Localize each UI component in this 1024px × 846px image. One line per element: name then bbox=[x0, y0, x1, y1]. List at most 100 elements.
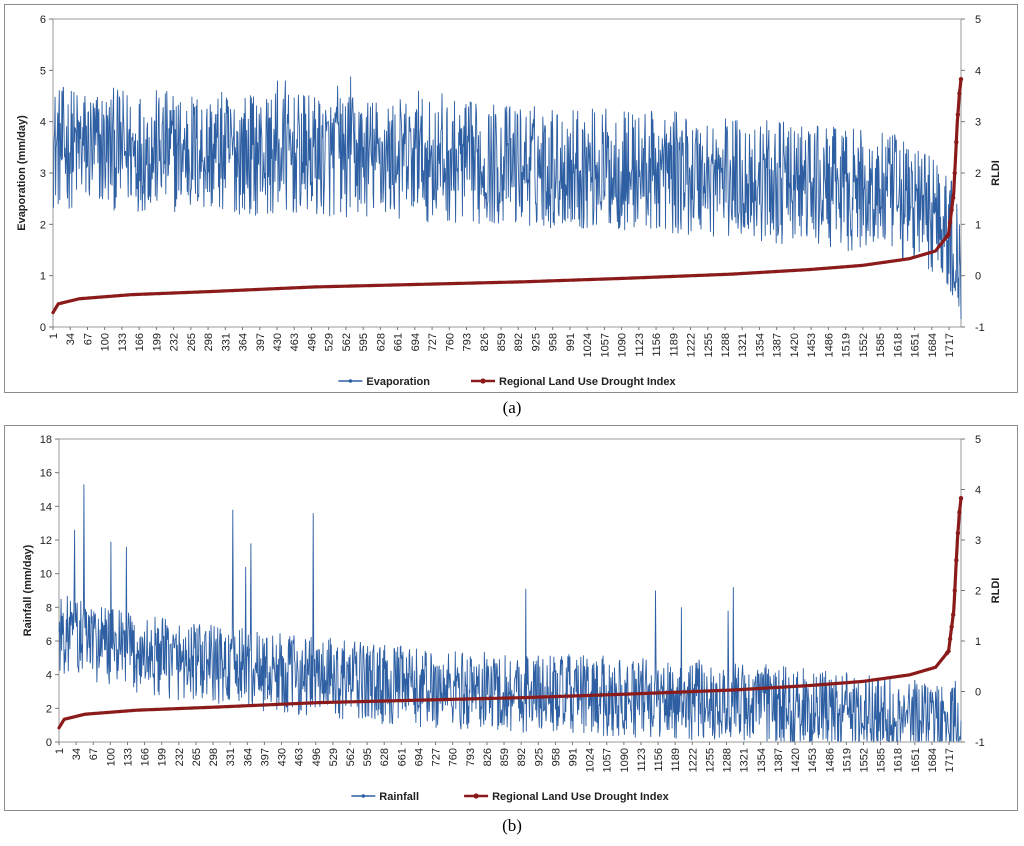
x-tick-label: 1585 bbox=[876, 748, 888, 772]
y-tick-label: 6 bbox=[40, 14, 46, 26]
series-line-rainfall bbox=[58, 484, 962, 743]
x-tick-label: 1189 bbox=[670, 748, 682, 772]
rldi-point bbox=[957, 510, 962, 515]
series-line-rldi bbox=[51, 77, 963, 315]
x-tick-label: 100 bbox=[100, 333, 112, 351]
x-tick-label: 496 bbox=[311, 748, 323, 766]
x-tick-label: 100 bbox=[105, 748, 117, 766]
y-tick-label: 6 bbox=[46, 636, 52, 648]
x-tick-label: 727 bbox=[427, 333, 439, 351]
x-tick-label: 826 bbox=[479, 333, 491, 351]
x-tick-label: 1090 bbox=[617, 333, 629, 357]
y-tick-label: 5 bbox=[40, 65, 46, 77]
y-tick-label: 4 bbox=[40, 117, 46, 129]
y2-tick-label: 5 bbox=[975, 434, 981, 446]
x-tick-label: 34 bbox=[71, 748, 83, 760]
figure-label-a: (a) bbox=[502, 398, 522, 417]
y2-tick-label: 1 bbox=[975, 636, 981, 648]
x-tick-label: 958 bbox=[550, 748, 562, 766]
x-tick-label: 562 bbox=[345, 748, 357, 766]
y-tick-label: 8 bbox=[46, 602, 52, 614]
x-tick-label: 1420 bbox=[790, 748, 802, 772]
x-tick-label: 1354 bbox=[756, 748, 768, 772]
x-tick-label: 1684 bbox=[927, 748, 939, 772]
x-tick-label: 727 bbox=[431, 748, 443, 766]
x-tick-label: 166 bbox=[134, 333, 146, 351]
x-tick-label: 67 bbox=[88, 748, 100, 760]
x-tick-label: 661 bbox=[396, 748, 408, 766]
x-tick-label: 463 bbox=[294, 748, 306, 766]
x-tick-label: 1618 bbox=[893, 748, 905, 772]
y2-tick-label: 0 bbox=[975, 271, 981, 283]
y-tick-label: 2 bbox=[40, 219, 46, 231]
rldi-point bbox=[946, 232, 951, 237]
x-tick-label: 67 bbox=[82, 333, 94, 345]
rldi-point bbox=[955, 112, 961, 117]
x-tick-label: 1024 bbox=[582, 333, 594, 357]
x-tick-label: 1453 bbox=[807, 748, 819, 772]
x-tick-label: 199 bbox=[157, 748, 169, 766]
x-tick-label: 859 bbox=[496, 333, 508, 351]
x-tick-label: 397 bbox=[255, 333, 267, 351]
y-tick-label: 2 bbox=[46, 703, 52, 715]
x-tick-label: 1024 bbox=[585, 748, 597, 772]
y-axis-title: Evaporation (mm/day) bbox=[16, 115, 28, 231]
x-tick-label: 991 bbox=[568, 748, 580, 766]
x-tick-label: 1189 bbox=[668, 333, 680, 357]
x-tick-label: 1057 bbox=[602, 748, 614, 772]
x-tick-label: 1321 bbox=[739, 748, 751, 772]
x-tick-label: 1453 bbox=[806, 333, 818, 357]
rldi-point bbox=[951, 612, 956, 617]
x-tick-label: 1420 bbox=[789, 333, 801, 357]
y2-tick-label: 4 bbox=[975, 485, 981, 497]
x-tick-label: 1618 bbox=[892, 333, 904, 357]
x-tick-label: 265 bbox=[191, 748, 203, 766]
x-tick-label: 133 bbox=[117, 333, 129, 351]
x-tick-label: 331 bbox=[225, 748, 237, 766]
legend-swatch-marker bbox=[473, 793, 479, 799]
x-tick-label: 1519 bbox=[841, 333, 853, 357]
x-tick-label: 364 bbox=[242, 748, 254, 766]
rldi-point bbox=[950, 195, 956, 200]
x-tick-label: 760 bbox=[444, 333, 456, 351]
x-tick-label: 892 bbox=[513, 333, 525, 351]
x-tick-label: 1387 bbox=[772, 333, 784, 357]
y2-axis-title: RLDI bbox=[990, 578, 1002, 604]
x-tick-label: 562 bbox=[341, 333, 353, 351]
x-tick-label: 430 bbox=[277, 748, 289, 766]
y2-tick-label: 2 bbox=[975, 168, 981, 180]
y2-tick-label: -1 bbox=[975, 322, 985, 334]
x-tick-label: 991 bbox=[565, 333, 577, 351]
x-tick-label: 529 bbox=[324, 333, 336, 351]
x-tick-label: 628 bbox=[379, 748, 391, 766]
x-tick-label: 1123 bbox=[636, 748, 648, 772]
rldi-point bbox=[958, 76, 964, 82]
x-tick-label: 1057 bbox=[599, 333, 611, 357]
x-tick-label: 364 bbox=[238, 333, 250, 351]
x-tick-label: 1552 bbox=[858, 333, 870, 357]
rldi-point bbox=[952, 588, 957, 593]
x-tick-label: 859 bbox=[499, 748, 511, 766]
y-tick-label: 4 bbox=[46, 670, 52, 682]
x-tick-label: 694 bbox=[410, 333, 422, 351]
legend-entry: Regional Land Use Drought Index bbox=[499, 376, 677, 388]
x-tick-label: 232 bbox=[169, 333, 181, 351]
x-tick-label: 760 bbox=[448, 748, 460, 766]
y-tick-label: 0 bbox=[46, 737, 52, 749]
x-tick-label: 1 bbox=[48, 333, 60, 339]
x-tick-label: 1552 bbox=[858, 748, 870, 772]
x-tick-label: 1288 bbox=[720, 333, 732, 357]
y2-tick-label: 3 bbox=[975, 117, 981, 129]
x-tick-label: 529 bbox=[328, 748, 340, 766]
x-tick-label: 595 bbox=[358, 333, 370, 351]
x-tick-label: 496 bbox=[306, 333, 318, 351]
legend-entry: Rainfall bbox=[379, 791, 419, 803]
x-tick-label: 1 bbox=[54, 748, 66, 754]
legend-entry: Regional Land Use Drought Index bbox=[492, 791, 670, 803]
series-line-rldi bbox=[57, 496, 963, 730]
x-tick-label: 1486 bbox=[824, 748, 836, 772]
x-tick-label: 397 bbox=[259, 748, 271, 766]
x-tick-label: 331 bbox=[220, 333, 232, 351]
y-tick-label: 10 bbox=[40, 569, 52, 581]
